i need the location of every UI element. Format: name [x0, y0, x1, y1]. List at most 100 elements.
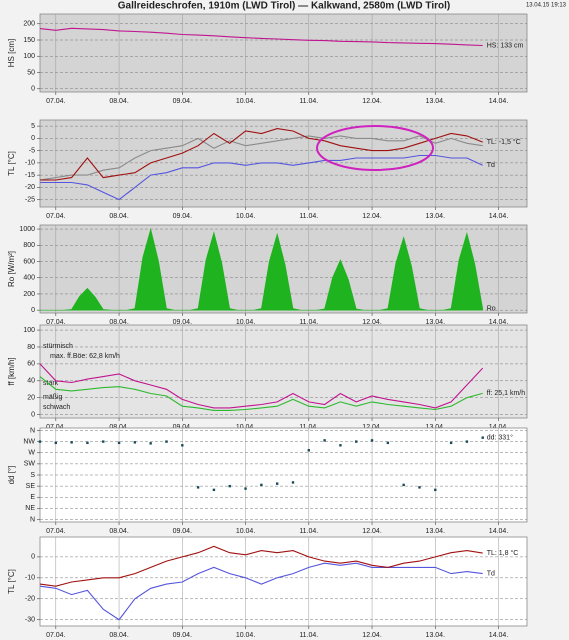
scatter-point	[355, 440, 358, 443]
series-label: ff: 25,1 km/h	[487, 390, 525, 397]
x-tick-label: 07.04.	[46, 528, 66, 535]
x-tick-label: 09.04.	[173, 98, 193, 105]
x-tick-label: 12.04.	[362, 424, 382, 431]
y-axis-label: HS [cm]	[7, 39, 16, 67]
y-tick-label: W	[28, 450, 35, 457]
plot-background	[39, 13, 528, 93]
scatter-point	[54, 441, 58, 445]
y-tick-label: 20	[27, 395, 35, 402]
x-tick-label: 11.04.	[299, 632, 318, 639]
highlight-ellipse	[316, 125, 434, 171]
series-label: dd: 331°	[487, 433, 513, 441]
scatter-point	[449, 441, 453, 445]
series-label: Td	[487, 570, 495, 577]
x-tick-label: 13.04.	[426, 424, 446, 431]
x-tick-label: 07.04.	[46, 319, 66, 326]
x-tick-label: 10.04.	[236, 213, 256, 220]
y-tick-label: 50	[27, 69, 35, 76]
series-label: TL: 1,8 °C	[487, 549, 519, 557]
x-tick-label: 08.04.	[109, 213, 129, 220]
y-tick-label: -20	[25, 184, 35, 191]
series-line	[40, 128, 483, 181]
x-tick-label: 11.04.	[299, 528, 318, 535]
scatter-point	[275, 482, 279, 485]
series-label: TL: -1,5 °C	[487, 138, 521, 146]
y-tick-label: -20	[25, 596, 35, 603]
y-tick-label: NE	[25, 505, 35, 512]
scatter-point	[260, 483, 263, 487]
y-axis-label: ff [km/h]	[7, 357, 16, 385]
series-line	[40, 154, 483, 201]
x-tick-label: 07.04.	[46, 213, 66, 220]
x-tick-label: 10.04.	[236, 319, 256, 326]
scatter-point	[339, 444, 342, 447]
x-tick-label: 11.04.	[299, 98, 318, 105]
x-tick-label: 13.04.	[426, 528, 446, 535]
y-axis-label: Ro [W/m²]	[7, 251, 16, 287]
x-tick-label: 09.04.	[173, 528, 193, 535]
scatter-point	[370, 439, 374, 442]
y-tick-label: 0	[31, 86, 35, 93]
y-tick-label: NW	[23, 438, 35, 445]
series-line	[39, 363, 484, 409]
x-tick-label: 08.04.	[109, 528, 129, 535]
series-line	[39, 27, 483, 47]
scatter-point	[465, 440, 469, 443]
timestamp: 13.04.15 19:13	[526, 3, 567, 9]
x-tick-label: 11.04.	[299, 319, 318, 326]
plot-background	[39, 427, 528, 523]
y-tick-label: 200	[23, 21, 35, 28]
x-tick-label: 09.04.	[173, 424, 193, 431]
scatter-point	[386, 441, 390, 445]
y-tick-label: 5	[31, 123, 35, 130]
x-tick-label: 14.04.	[489, 632, 509, 639]
y-axis-label: TL [°C]	[7, 151, 16, 176]
x-tick-label: 12.04.	[362, 528, 382, 535]
scatter-point	[165, 440, 168, 443]
scatter-point	[402, 483, 405, 487]
series-line	[39, 545, 483, 587]
x-tick-label: 14.04.	[489, 528, 509, 535]
y-tick-label: 40	[27, 378, 35, 385]
x-tick-label: 11.04.	[299, 213, 318, 220]
scatter-point	[38, 440, 42, 443]
annotation: schwach	[43, 404, 70, 411]
y-tick-label: 1000	[19, 226, 35, 233]
y-tick-label: 600	[23, 258, 35, 265]
y-tick-label: 0	[31, 411, 35, 418]
x-tick-label: 12.04.	[362, 98, 382, 105]
scatter-point	[133, 441, 137, 444]
x-tick-label: 14.04.	[489, 98, 509, 105]
annotation: mäßig	[43, 394, 63, 401]
x-tick-label: 08.04.	[109, 424, 129, 431]
y-tick-label: E	[30, 494, 35, 501]
annotation: max. ff.Böe: 62,8 km/h	[50, 353, 120, 360]
y-tick-label: 0	[31, 135, 35, 142]
x-tick-label: 11.04.	[299, 424, 318, 431]
series-line	[39, 562, 483, 621]
y-tick-label: N	[30, 427, 35, 434]
x-tick-label: 09.04.	[173, 319, 193, 326]
x-tick-label: 12.04.	[362, 319, 382, 326]
scatter-point	[307, 449, 310, 452]
annotation: stark	[43, 380, 59, 387]
x-tick-label: 08.04.	[109, 98, 129, 105]
scatter-point	[70, 441, 73, 444]
x-tick-label: 08.04.	[109, 632, 129, 639]
scatter-point	[181, 444, 184, 447]
x-tick-label: 09.04.	[173, 213, 193, 220]
series-label: HS: 133 cm	[487, 42, 524, 49]
x-tick-label: 14.04.	[489, 319, 509, 326]
y-tick-label: 0	[31, 307, 35, 314]
y-tick-label: 0	[31, 554, 35, 561]
scatter-point	[117, 441, 121, 445]
y-tick-label: -30	[25, 617, 35, 624]
scatter-point	[291, 481, 295, 484]
y-tick-label: 400	[23, 275, 35, 282]
scatter-point	[212, 488, 216, 492]
x-tick-label: 07.04.	[46, 632, 66, 639]
scatter-point	[102, 440, 105, 443]
x-tick-label: 13.04.	[426, 213, 446, 220]
